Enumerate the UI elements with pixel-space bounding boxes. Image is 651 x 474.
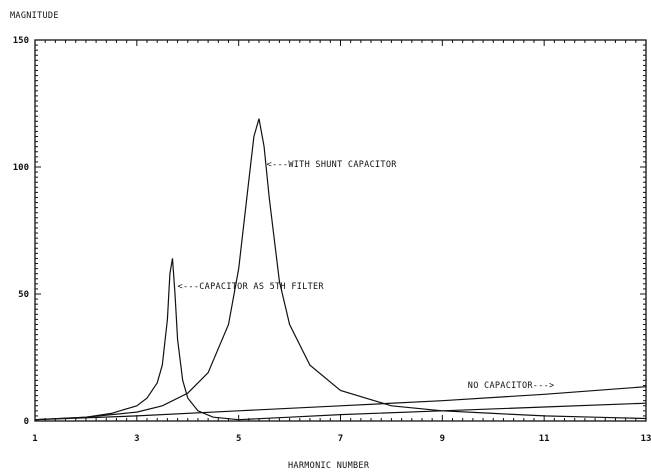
series-lines	[34, 118, 647, 421]
x-tick-label: 3	[134, 434, 139, 444]
series-line-3	[34, 386, 647, 421]
y-tick-label: 0	[24, 417, 29, 427]
annotation-2: <---CAPACITOR AS 5TH FILTER	[178, 282, 325, 292]
series-line-2	[34, 258, 647, 421]
annotation-3: NO CAPACITOR--->	[468, 381, 555, 391]
x-tick-label: 13	[641, 434, 651, 444]
x-tick-label: 5	[236, 434, 241, 444]
x-axis-label: HARMONIC NUMBER	[288, 461, 370, 471]
y-axis-label: MAGNITUDE	[10, 11, 59, 21]
x-tick-label: 11	[539, 434, 550, 444]
annotations: <---WITH SHUNT CAPACITOR <---CAPACITOR AS…	[178, 160, 555, 391]
plot-frame	[34, 39, 647, 422]
series-line-1	[34, 118, 647, 421]
y-tick-label: 150	[13, 36, 29, 46]
x-tick-label: 9	[440, 434, 445, 444]
annotation-1: <---WITH SHUNT CAPACITOR	[267, 160, 398, 170]
x-tick-label: 1	[32, 434, 37, 444]
y-tick-label: 50	[18, 290, 29, 300]
axis-ticks	[34, 39, 647, 422]
y-tick-label: 100	[13, 163, 29, 173]
x-tick-label: 7	[338, 434, 343, 444]
